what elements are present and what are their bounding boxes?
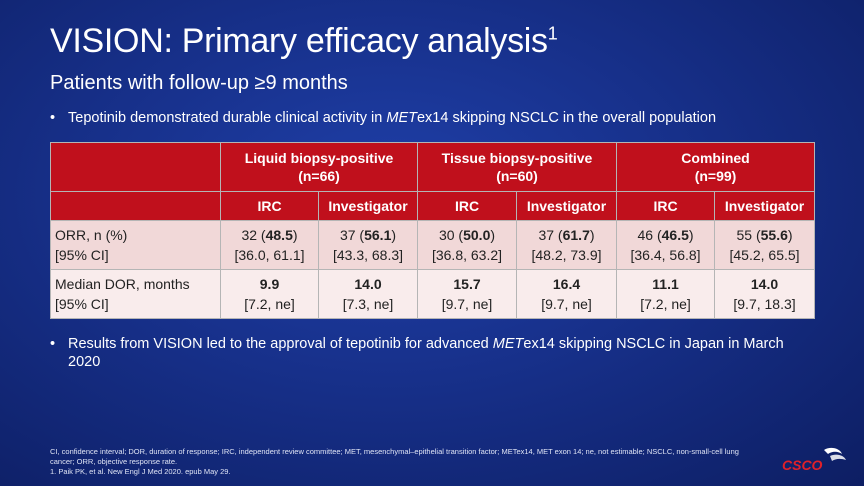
dor-cell: 16.4 [9.7, ne] [515,269,618,319]
subheader-cell: Investigator [515,191,618,221]
bullet-dot-icon: • [50,336,56,352]
slide-title: VISION: Primary efficacy analysis1 [50,22,558,60]
bullet-1: • Tepotinib demonstrated durable clinica… [50,110,717,126]
corner-cell [50,142,221,192]
orr-cell: 46 (46.5) [36.4, 56.8] [616,220,716,270]
orr-cell: 55 (55.6) [45.2, 65.5] [714,220,816,270]
efficacy-table: Liquid biopsy-positive (n=66) Tissue biop… [50,142,816,319]
group-header-combined: Combined (n=99) [616,142,816,192]
dor-cell: 11.1 [7.2, ne] [616,269,716,319]
table-row-dor: Median DOR, months [95% CI] 9.9 [7.2, ne] … [50,269,816,319]
dor-cell: 14.0 [9.7, 18.3] [714,269,816,319]
reference: 1. Paik PK, et al. New Engl J Med 2020. … [50,467,231,476]
orr-cell: 30 (50.0) [36.8, 63.2] [417,220,517,270]
orr-cell: 37 (61.7) [48.2, 73.9] [515,220,618,270]
group-header-row: Liquid biopsy-positive (n=66) Tissue biop… [50,142,816,192]
csco-logo-icon: CSCO [782,447,846,473]
orr-cell: 32 (48.5) [36.0, 61.1] [220,220,319,270]
subheader-cell: IRC [616,191,716,221]
footnotes: CI, confidence interval; DOR, duration o… [50,447,750,477]
subheader-cell: Investigator [714,191,816,221]
dor-cell: 14.0 [7.3, ne] [318,269,418,319]
slide-subtitle: Patients with follow-up ≥9 months [50,72,348,94]
dor-cell: 15.7 [9.7, ne] [417,269,517,319]
group-header-liquid: Liquid biopsy-positive (n=66) [220,142,418,192]
group-header-tissue: Tissue biopsy-positive (n=60) [416,142,618,192]
abbreviations: CI, confidence interval; DOR, duration o… [50,447,739,466]
corner-cell [50,191,221,221]
row-label: Median DOR, months [95% CI] [50,269,221,319]
svg-text:CSCO: CSCO [782,457,823,473]
bullet-dot-icon: • [50,110,56,126]
subheader-cell: Investigator [318,191,418,221]
orr-cell: 37 (56.1) [43.3, 68.3] [318,220,418,270]
subheader-row: IRC Investigator IRC Investigator IRC In… [50,191,816,221]
table-row-orr: ORR, n (%) [95% CI] 32 (48.5) [36.0, 61.1]… [50,220,816,270]
subheader-cell: IRC [220,191,319,221]
row-label: ORR, n (%) [95% CI] [50,220,221,270]
subheader-cell: IRC [417,191,517,221]
dor-cell: 9.9 [7.2, ne] [220,269,319,319]
bullet-2: • Results from VISION led to the approva… [50,336,784,370]
